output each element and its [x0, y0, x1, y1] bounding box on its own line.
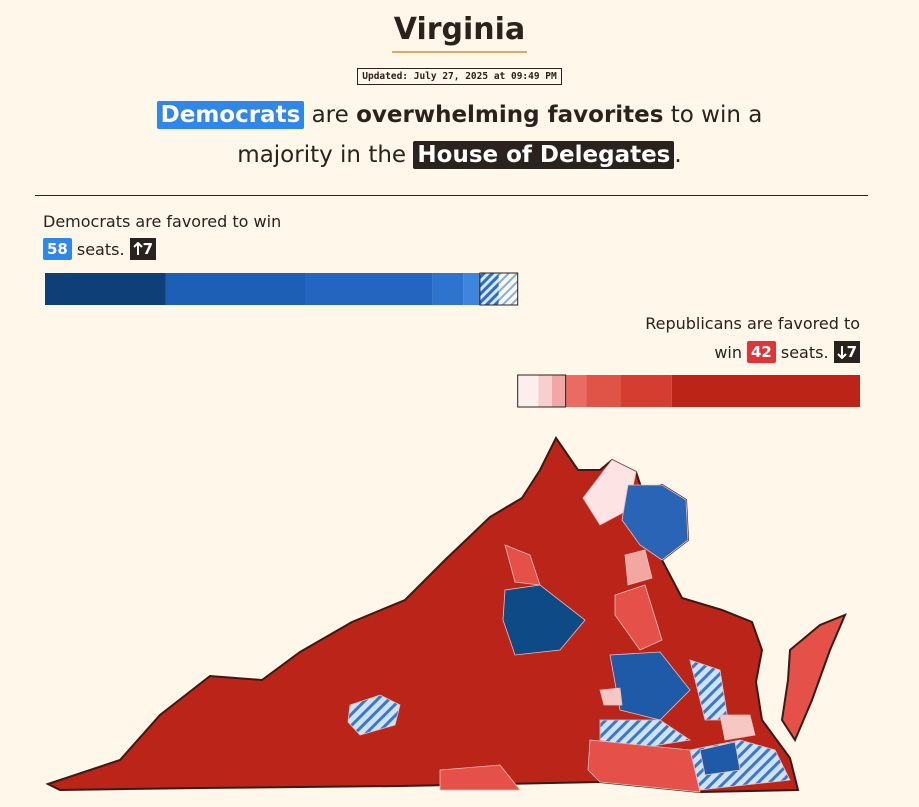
bar-segment	[45, 273, 166, 305]
text: seats.	[76, 239, 125, 259]
title: Virginia	[391, 12, 528, 53]
district	[599, 687, 623, 706]
district	[587, 739, 701, 793]
district	[699, 741, 741, 776]
map-body	[45, 436, 800, 794]
bar-segment	[565, 375, 587, 407]
strength: overwhelming favorites	[356, 102, 664, 128]
headline-line-1: Democrats are overwhelming favorites to …	[0, 101, 919, 129]
dem-seats: 58	[43, 238, 72, 260]
bar-segment	[165, 273, 305, 305]
updated-wrap: Updated: July 27, 2025 at 09:49 PM	[0, 64, 919, 85]
bar-segment	[620, 375, 672, 407]
district	[614, 584, 663, 651]
bar-segment	[538, 375, 552, 407]
rep-change: 7	[846, 343, 857, 361]
bar-segment	[551, 375, 566, 407]
district	[599, 719, 692, 749]
title-wrap: Virginia	[0, 12, 919, 53]
district	[624, 549, 653, 586]
district	[347, 694, 401, 736]
arrow-up	[132, 242, 143, 255]
updated: Updated: July 27, 2025 at 09:49 PM	[357, 68, 562, 85]
rep-seats-line: win 42 seats. 7	[714, 341, 860, 363]
eastern-shore	[780, 613, 847, 743]
bar-segment	[498, 273, 518, 305]
text: to win a	[670, 102, 763, 128]
district	[439, 764, 521, 791]
rep-change-badge: 7	[833, 341, 860, 363]
bar-segment	[671, 375, 860, 407]
chamber: House of Delegates	[413, 141, 675, 169]
text: .	[674, 142, 682, 168]
dem-change: 7	[142, 240, 153, 258]
dem-caption: Democrats are favored to win	[43, 212, 282, 231]
bar-segment	[463, 273, 480, 305]
district-map	[45, 436, 847, 794]
bar-layer	[45, 272, 860, 408]
seat-bars	[45, 272, 860, 408]
dem-seats-line: 58 seats. 7	[43, 238, 156, 260]
bar-segment	[432, 273, 464, 305]
divider	[35, 195, 868, 196]
text: are	[311, 102, 349, 128]
headline-line-2: majority in the House of Delegates.	[0, 141, 919, 169]
district	[504, 544, 541, 586]
bar-segment	[517, 375, 539, 407]
uncertain-box	[479, 272, 519, 306]
rep-caption: Republicans are favored to	[645, 314, 860, 333]
district	[621, 484, 689, 561]
text: majority in the	[237, 142, 407, 168]
bar-segment	[479, 273, 499, 305]
rep-seats: 42	[747, 341, 776, 363]
text: seats.	[780, 342, 829, 362]
party: Democrats	[156, 101, 305, 129]
text: win	[714, 342, 742, 362]
arrow-down	[836, 346, 847, 359]
uncertain-box	[517, 374, 567, 408]
bar-segment	[586, 375, 621, 407]
dem-change-badge: 7	[129, 238, 156, 260]
district	[719, 714, 756, 741]
bar-segment	[304, 273, 433, 305]
